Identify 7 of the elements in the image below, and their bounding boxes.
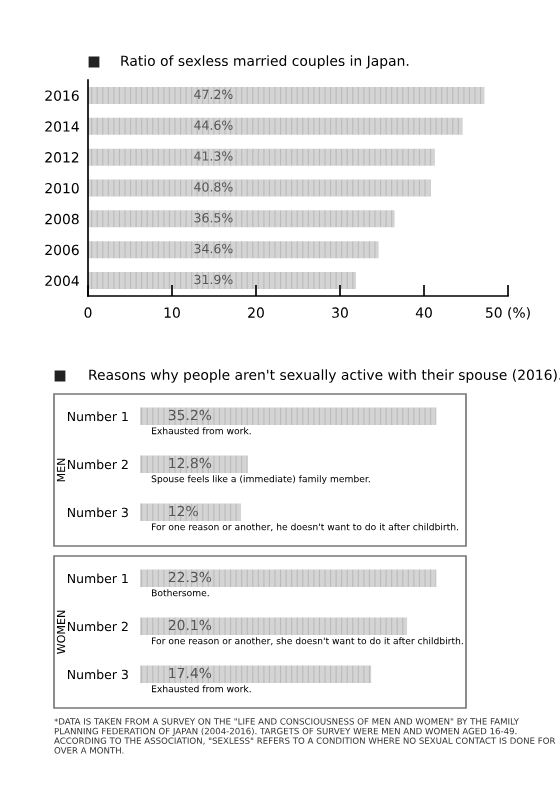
bar xyxy=(88,86,485,104)
bar xyxy=(88,272,356,290)
bar xyxy=(88,148,435,166)
bar xyxy=(88,179,431,197)
bar xyxy=(88,241,379,259)
bar xyxy=(88,117,463,135)
bar xyxy=(88,210,395,228)
